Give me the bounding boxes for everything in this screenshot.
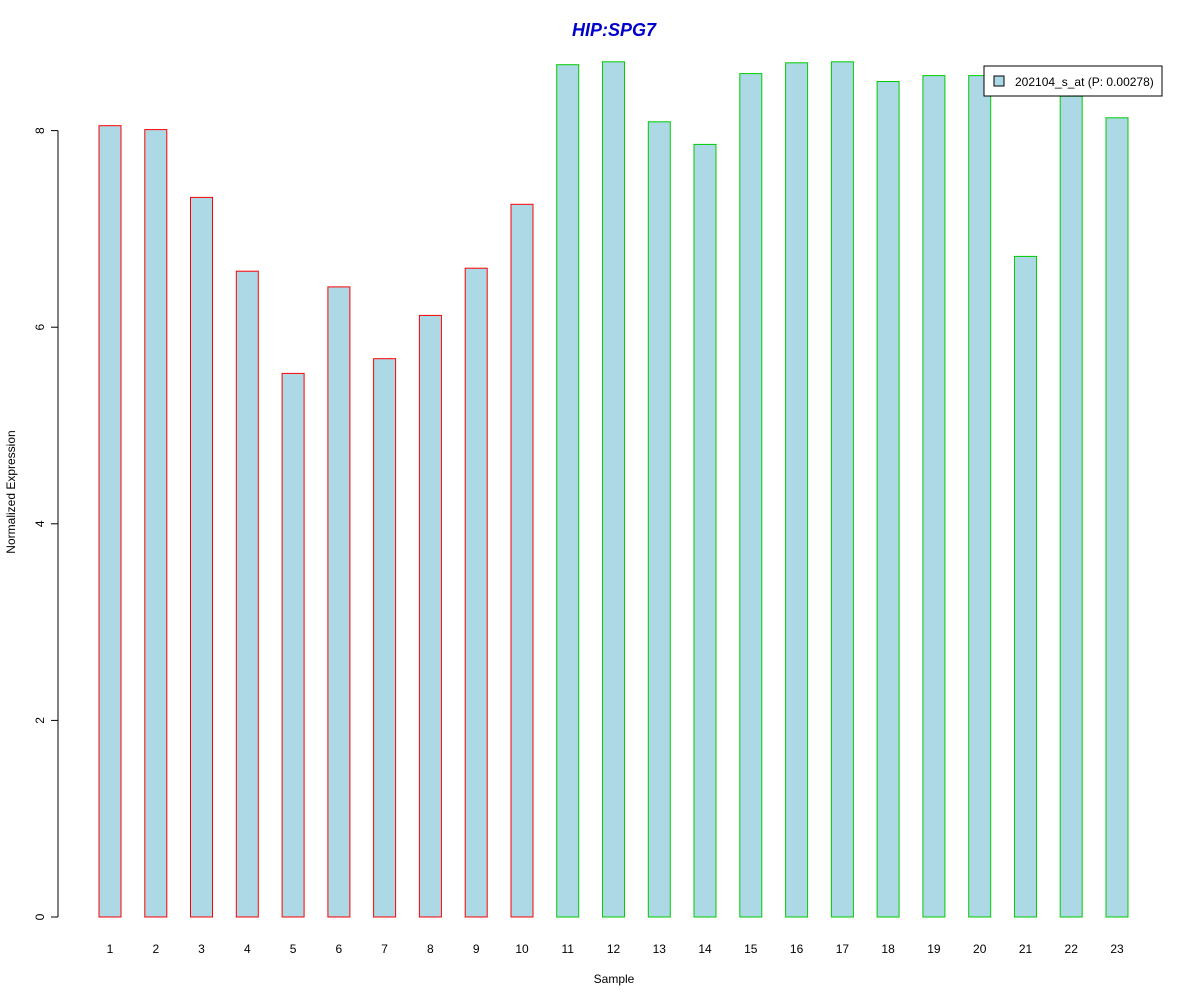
chart-title: HIP:SPG7 <box>572 20 657 40</box>
bar-sample-20 <box>968 75 992 918</box>
bar-sample-7 <box>373 358 397 918</box>
x-tick-label: 6 <box>336 942 343 956</box>
x-tick-label: 7 <box>381 942 388 956</box>
x-axis-title: Sample <box>594 972 635 986</box>
x-tick-label: 13 <box>653 942 667 956</box>
bar-sample-11 <box>556 64 580 918</box>
x-tick-label: 3 <box>198 942 205 956</box>
bar-sample-8 <box>418 314 442 918</box>
bar-sample-19 <box>922 75 946 918</box>
bar-sample-5 <box>281 372 305 918</box>
y-tick-label: 0 <box>33 913 47 920</box>
y-axis: 0 2 4 6 8 <box>33 127 59 920</box>
bar-sample-3 <box>190 196 213 918</box>
x-tick-label: 21 <box>1019 942 1033 956</box>
y-tick-label: 4 <box>33 520 47 527</box>
x-tick-label: 2 <box>152 942 159 956</box>
x-tick-label: 18 <box>881 942 895 956</box>
x-tick-label: 10 <box>515 942 529 956</box>
bar-sample-23 <box>1105 117 1129 918</box>
bar-sample-9 <box>464 267 488 918</box>
bar-sample-16 <box>785 62 809 918</box>
bar-sample-2 <box>144 129 168 918</box>
bar-sample-15 <box>739 73 763 918</box>
legend-label: 202104_s_at (P: 0.00278) <box>1015 75 1154 89</box>
bar-sample-1 <box>98 125 122 918</box>
x-tick-label: 4 <box>244 942 251 956</box>
y-tick-label: 6 <box>33 324 47 331</box>
bar-sample-22 <box>1059 95 1083 918</box>
x-tick-label: 17 <box>836 942 850 956</box>
bar-sample-14 <box>693 143 717 918</box>
x-tick-label: 11 <box>561 942 574 956</box>
y-axis-title: Normalized Expression <box>4 430 18 553</box>
bar-sample-17 <box>830 61 854 918</box>
bar-sample-13 <box>647 121 671 918</box>
x-tick-label: 15 <box>744 942 758 956</box>
x-tick-label: 14 <box>698 942 712 956</box>
x-tick-label: 9 <box>473 942 480 956</box>
bar-sample-18 <box>876 81 900 918</box>
bar-sample-21 <box>1014 255 1037 918</box>
x-tick-label: 19 <box>927 942 941 956</box>
legend: 202104_s_at (P: 0.00278) <box>983 65 1163 97</box>
x-tick-label: 22 <box>1065 942 1079 956</box>
legend-swatch <box>993 75 1005 87</box>
x-tick-label: 12 <box>607 942 621 956</box>
x-tick-label: 8 <box>427 942 434 956</box>
legend-box <box>983 65 1163 97</box>
bar-sample-6 <box>327 286 351 918</box>
bar-sample-4 <box>235 270 259 918</box>
x-tick-label: 16 <box>790 942 804 956</box>
bar-sample-10 <box>510 203 534 918</box>
x-tick-labels: 1 2 3 4 5 6 7 8 9 10 11 12 13 14 15 16 17 18 19 20 21 22 23 <box>107 942 1124 956</box>
bar-sample-12 <box>602 61 625 918</box>
bars-group <box>98 61 1129 918</box>
x-tick-label: 5 <box>290 942 297 956</box>
y-tick-label: 2 <box>33 717 47 724</box>
x-tick-label: 23 <box>1110 942 1124 956</box>
x-tick-label: 1 <box>107 942 114 956</box>
x-tick-label: 20 <box>973 942 987 956</box>
y-tick-label: 8 <box>33 127 47 134</box>
